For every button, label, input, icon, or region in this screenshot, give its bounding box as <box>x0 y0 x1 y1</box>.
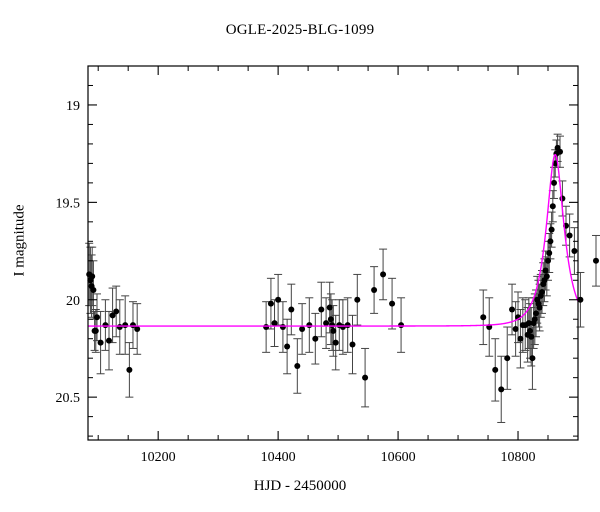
data-point <box>323 320 330 327</box>
data-point <box>547 238 554 245</box>
model-curve-line <box>88 153 579 327</box>
y-tick-label: 20.5 <box>56 391 81 406</box>
data-point <box>349 341 356 348</box>
data-point <box>362 374 369 381</box>
data-point <box>528 333 535 340</box>
chart-title: OGLE-2025-BLG-1099 <box>225 22 375 38</box>
data-point <box>330 327 337 334</box>
y-tick-labels: 19 19.5 20 20.5 <box>56 99 81 406</box>
x-tick-labels: 10200 10400 10600 10800 <box>141 450 536 465</box>
data-point <box>517 335 524 342</box>
data-point <box>539 288 546 295</box>
x-tick-label: 10200 <box>141 450 176 465</box>
data-point <box>480 314 487 321</box>
data-point <box>344 322 351 329</box>
data-point <box>592 257 599 264</box>
data-point <box>284 343 291 350</box>
y-tick-label: 19.5 <box>56 196 81 211</box>
data-point <box>89 273 96 280</box>
data-point <box>90 287 97 294</box>
data-point <box>557 148 564 155</box>
data-point <box>525 320 532 327</box>
data-point <box>492 366 499 373</box>
data-point <box>548 226 555 233</box>
data-point <box>92 327 99 334</box>
data-point <box>531 316 538 323</box>
data-point <box>105 337 112 344</box>
data-point <box>549 203 556 210</box>
data-point <box>389 300 396 307</box>
data-point <box>263 324 270 331</box>
data-point <box>546 250 553 256</box>
data-point <box>134 325 141 332</box>
data-point <box>299 325 306 332</box>
data-point <box>498 386 505 393</box>
data-point <box>332 339 339 346</box>
data-point <box>527 327 534 334</box>
data-point <box>312 335 319 342</box>
data-point <box>529 355 536 362</box>
data-point <box>559 195 566 202</box>
x-tick-label: 10400 <box>261 450 296 465</box>
data-point <box>267 300 274 307</box>
data-point <box>113 308 120 315</box>
data-point <box>380 271 387 278</box>
data-point <box>512 325 519 332</box>
data-point <box>542 267 549 274</box>
data-point <box>566 232 573 239</box>
data-point <box>122 322 129 329</box>
x-tick-label: 10600 <box>381 450 416 465</box>
data-points-group <box>86 144 599 393</box>
y-tick-label: 20 <box>66 294 80 309</box>
data-point <box>279 324 286 331</box>
data-point <box>398 322 405 329</box>
y-axis-label: I magnitude <box>11 204 28 277</box>
data-point <box>288 306 295 313</box>
x-tick-label: 10800 <box>501 450 536 465</box>
data-point <box>533 310 540 317</box>
data-point <box>545 257 552 264</box>
errorbar-group <box>85 133 600 423</box>
data-point <box>294 362 301 369</box>
data-point <box>371 287 378 294</box>
axes-group <box>87 65 579 441</box>
data-point <box>97 339 104 346</box>
x-axis-label: HJD - 2450000 <box>253 478 347 494</box>
data-point <box>126 366 133 373</box>
data-point <box>504 355 511 362</box>
data-point <box>116 324 123 331</box>
data-point <box>318 306 325 313</box>
data-point <box>326 304 333 311</box>
data-point <box>306 322 313 329</box>
data-point <box>543 273 550 280</box>
data-point <box>551 179 558 186</box>
data-point <box>102 322 109 329</box>
data-point <box>329 322 336 329</box>
data-point <box>571 248 578 255</box>
data-point <box>536 304 543 311</box>
data-point <box>93 314 100 321</box>
data-point <box>271 320 278 327</box>
data-point <box>109 312 116 319</box>
data-point <box>354 296 361 303</box>
data-point <box>577 296 584 303</box>
data-point <box>509 306 516 313</box>
data-point <box>275 296 282 303</box>
data-point <box>327 316 334 323</box>
y-tick-label: 19 <box>66 99 80 114</box>
